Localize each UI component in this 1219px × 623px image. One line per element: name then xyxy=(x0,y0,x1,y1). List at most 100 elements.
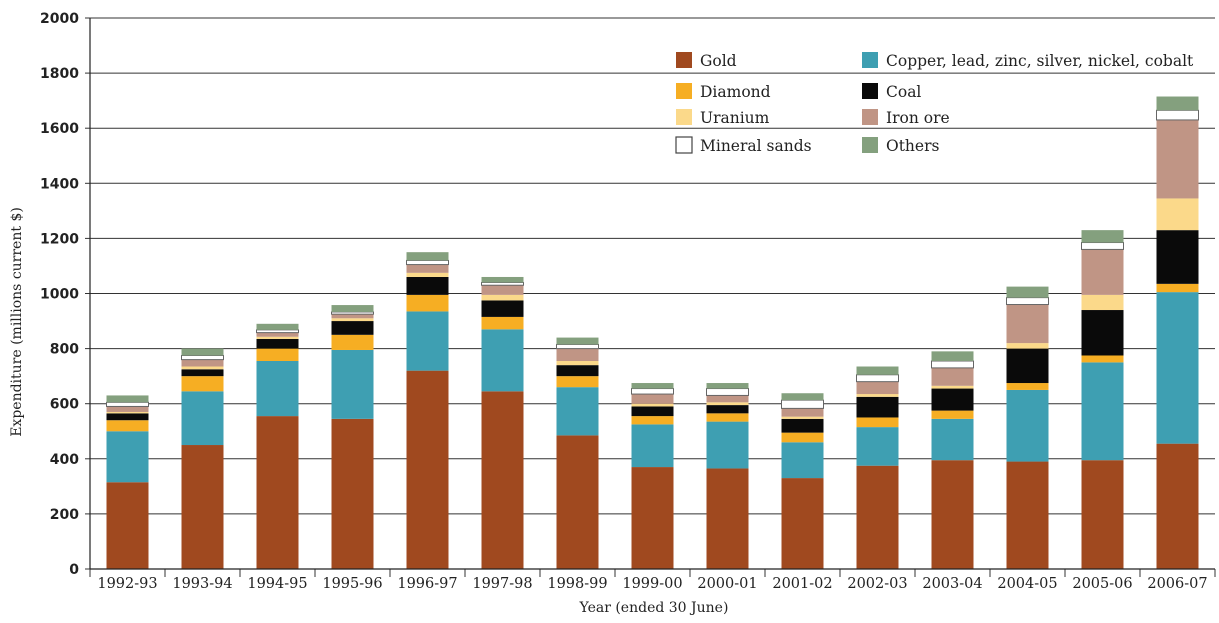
bar-segment xyxy=(181,376,224,392)
bar-segment xyxy=(1156,292,1199,444)
y-axis-title: Expenditure (millions current $) xyxy=(9,207,25,437)
legend-swatch xyxy=(862,83,878,99)
bar-segment xyxy=(781,442,824,479)
bar-segment xyxy=(1006,383,1049,390)
bar-segment xyxy=(1081,460,1124,569)
bar-segment xyxy=(856,374,899,383)
y-tick-label: 1200 xyxy=(40,231,79,247)
y-tick-label: 400 xyxy=(50,452,79,468)
bar-segment xyxy=(856,366,899,375)
bar-segment xyxy=(181,391,224,446)
bar-segment xyxy=(706,395,749,403)
x-tick-label: 1998-99 xyxy=(547,576,607,592)
legend-swatch xyxy=(676,83,692,99)
bar-segment xyxy=(556,360,599,366)
bar-segment xyxy=(1081,362,1124,461)
bar-segment xyxy=(556,365,599,377)
bar-segment xyxy=(1006,343,1049,349)
bar-segment xyxy=(256,416,299,569)
bar-segment xyxy=(1081,355,1124,363)
bar-segment xyxy=(556,376,599,388)
bar-segment xyxy=(481,294,524,301)
bar-segment xyxy=(181,445,224,569)
bar-segment xyxy=(781,418,824,433)
bar-segment xyxy=(331,349,374,419)
bar-segment xyxy=(781,393,824,401)
bar-segment xyxy=(631,403,674,407)
bar-segment xyxy=(106,431,149,483)
bar-segment xyxy=(931,360,974,369)
bar-segment xyxy=(1081,310,1124,356)
bar-segment xyxy=(856,394,899,397)
bar-segment xyxy=(106,401,149,407)
bar-segment xyxy=(256,360,299,417)
legend-swatch xyxy=(862,137,878,153)
bar-segment xyxy=(631,467,674,569)
x-tick-label: 2002-03 xyxy=(847,576,907,592)
bar-segment xyxy=(1156,283,1199,293)
legend-label: Others xyxy=(886,137,940,155)
bar-segment xyxy=(931,367,974,386)
x-axis-title: Year (ended 30 June) xyxy=(579,600,729,616)
x-tick-label: 2006-07 xyxy=(1147,576,1207,592)
y-tick-label: 200 xyxy=(50,507,79,523)
x-tick-label: 1999-00 xyxy=(622,576,682,592)
bar-segment xyxy=(706,468,749,569)
bar-segment xyxy=(331,311,374,315)
bar-segment xyxy=(1156,443,1199,569)
bar-segment xyxy=(1006,348,1049,384)
bar-segment xyxy=(406,294,449,312)
bar-segment xyxy=(1156,119,1199,199)
bar-segment xyxy=(181,354,224,361)
bar-segment xyxy=(331,334,374,350)
y-tick-label: 600 xyxy=(50,397,79,413)
bar-segment xyxy=(556,435,599,569)
y-tick-label: 2000 xyxy=(40,11,79,27)
bar-segment xyxy=(856,396,899,418)
bar-segment xyxy=(706,402,749,406)
bar-segment xyxy=(631,416,674,425)
legend-label: Iron ore xyxy=(886,109,950,127)
bar-segment xyxy=(1081,230,1124,243)
bar-segment xyxy=(556,387,599,436)
bar-segment xyxy=(181,348,224,356)
bar-segment xyxy=(406,276,449,295)
bar-segment xyxy=(931,351,974,361)
bar-segment xyxy=(856,465,899,569)
bar-segment xyxy=(1006,286,1049,298)
bar-segment xyxy=(781,432,824,443)
bar-segment xyxy=(106,406,149,412)
bar-segment xyxy=(181,369,224,377)
y-tick-label: 1600 xyxy=(40,121,79,137)
legend-swatch xyxy=(676,52,692,68)
legend-swatch xyxy=(862,52,878,68)
legend-label: Copper, lead, zinc, silver, nickel, coba… xyxy=(886,52,1194,70)
bar-segment xyxy=(256,332,299,337)
bar-segment xyxy=(481,316,524,330)
bar-segment xyxy=(856,427,899,466)
bar-segment xyxy=(106,411,149,414)
bar-segment xyxy=(406,259,449,266)
y-tick-label: 1800 xyxy=(40,66,79,82)
bar-segment xyxy=(706,421,749,469)
bar-segment xyxy=(631,383,674,389)
bar-segment xyxy=(406,252,449,261)
bar-segment xyxy=(481,391,524,569)
bar-segment xyxy=(931,385,974,389)
bar-segment xyxy=(256,336,299,339)
bar-segment xyxy=(1156,230,1199,284)
bar-segment xyxy=(256,338,299,349)
bar-segment xyxy=(256,329,299,334)
bar-segment xyxy=(706,413,749,422)
y-tick-label: 1400 xyxy=(40,176,79,192)
legend-label: Coal xyxy=(886,83,921,101)
x-tick-label: 2005-06 xyxy=(1072,576,1132,592)
bar-segment xyxy=(781,416,824,419)
bar-segment xyxy=(856,381,899,395)
bar-segment xyxy=(106,395,149,403)
bar-segment xyxy=(781,478,824,569)
legend-label: Uranium xyxy=(700,109,770,127)
x-tick-label: 2004-05 xyxy=(997,576,1057,592)
bar-segment xyxy=(706,388,749,396)
bar-segment xyxy=(481,300,524,317)
